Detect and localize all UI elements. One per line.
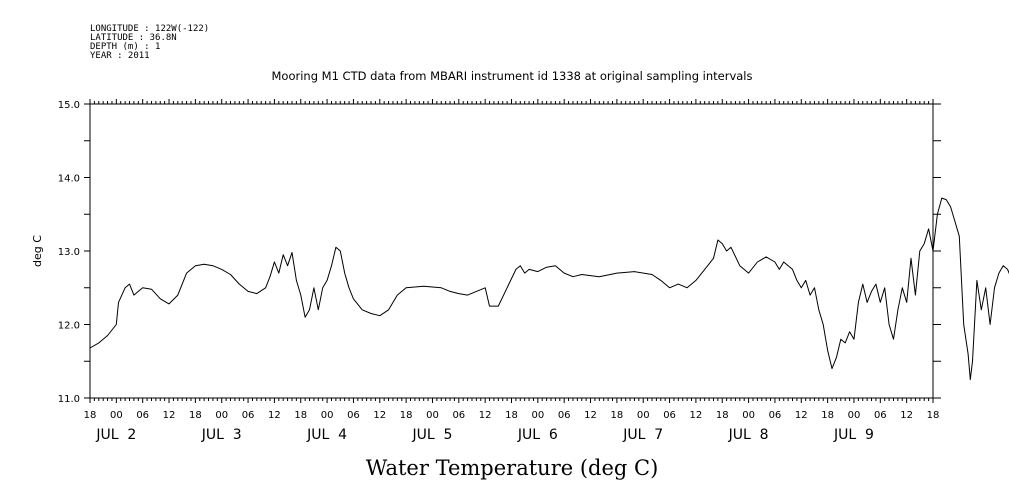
- y-tick-label: 12.0: [58, 321, 80, 332]
- x-hour-label: 18: [400, 410, 413, 421]
- x-hour-label: 06: [558, 410, 571, 421]
- y-tick-label: 15.0: [58, 100, 80, 111]
- x-hour-label: 00: [742, 410, 755, 421]
- x-hour-label: 06: [347, 410, 360, 421]
- x-day-label: JUL 4: [306, 427, 347, 443]
- x-hour-label: 06: [663, 410, 676, 421]
- x-hour-label: 06: [452, 410, 465, 421]
- x-hour-label: 18: [189, 410, 202, 421]
- x-day-label: JUL 6: [517, 427, 558, 443]
- x-hour-label: 12: [163, 410, 176, 421]
- x-hour-label: 12: [795, 410, 808, 421]
- x-hour-label: 18: [821, 410, 834, 421]
- x-hour-label: 18: [611, 410, 624, 421]
- plot-frame: [89, 103, 934, 399]
- x-day-label: JUL 8: [728, 427, 769, 443]
- x-hour-label: 18: [294, 410, 307, 421]
- x-hour-label: 12: [268, 410, 281, 421]
- x-hour-label: 00: [637, 410, 650, 421]
- year-label: YEAR : 2011: [90, 51, 150, 61]
- x-day-label: JUL 5: [411, 427, 452, 443]
- latitude-label: LATITUDE : 36.8N: [90, 33, 177, 43]
- x-hour-label: 06: [769, 410, 782, 421]
- x-hour-label: 18: [927, 410, 940, 421]
- x-hour-label: 00: [215, 410, 228, 421]
- x-hour-label: 06: [242, 410, 255, 421]
- x-axis-title: Water Temperature (deg C): [366, 456, 659, 480]
- y-tick-label: 13.0: [58, 247, 80, 258]
- x-hour-label: 00: [531, 410, 544, 421]
- x-hour-label: 12: [479, 410, 492, 421]
- x-day-label: JUL 7: [622, 427, 663, 443]
- x-day-label: JUL 3: [201, 427, 242, 443]
- x-tick-labels: 18 00 06 12 18 00 06 12 18 00 06 12 18 00 06 12 18 00 06 12…: [84, 410, 940, 443]
- y-tick-label: 14.0: [58, 174, 80, 185]
- x-hour-label: 18: [505, 410, 518, 421]
- chart-title: Mooring M1 CTD data from MBARI instrumen…: [272, 69, 753, 83]
- x-hour-label: 06: [136, 410, 149, 421]
- series-group: [89, 197, 1009, 381]
- x-hour-label: 18: [716, 410, 729, 421]
- x-hour-label: 00: [848, 410, 861, 421]
- x-hour-label: 00: [321, 410, 334, 421]
- x-hour-label: 18: [84, 410, 97, 421]
- longitude-label: LONGITUDE : 122W(-122): [90, 24, 209, 34]
- x-hour-label: 06: [874, 410, 887, 421]
- x-hour-label: 00: [110, 410, 123, 421]
- y-axis-label: deg C: [31, 235, 44, 267]
- series-line: [89, 197, 1009, 381]
- axis-ticks: [84, 99, 941, 403]
- x-day-label: JUL 2: [95, 427, 136, 443]
- depth-label: DEPTH (m) : 1: [90, 42, 160, 52]
- x-hour-label: 12: [690, 410, 703, 421]
- x-hour-label: 00: [426, 410, 439, 421]
- x-hour-label: 12: [900, 410, 913, 421]
- y-tick-labels: 11.0 12.0 13.0 14.0 15.0: [58, 100, 80, 405]
- x-hour-label: 12: [373, 410, 386, 421]
- metadata-block: LONGITUDE : 122W(-122) LATITUDE : 36.8N …: [90, 24, 209, 61]
- y-tick-label: 11.0: [58, 394, 80, 405]
- x-day-label: JUL 9: [833, 427, 874, 443]
- x-hour-label: 12: [584, 410, 597, 421]
